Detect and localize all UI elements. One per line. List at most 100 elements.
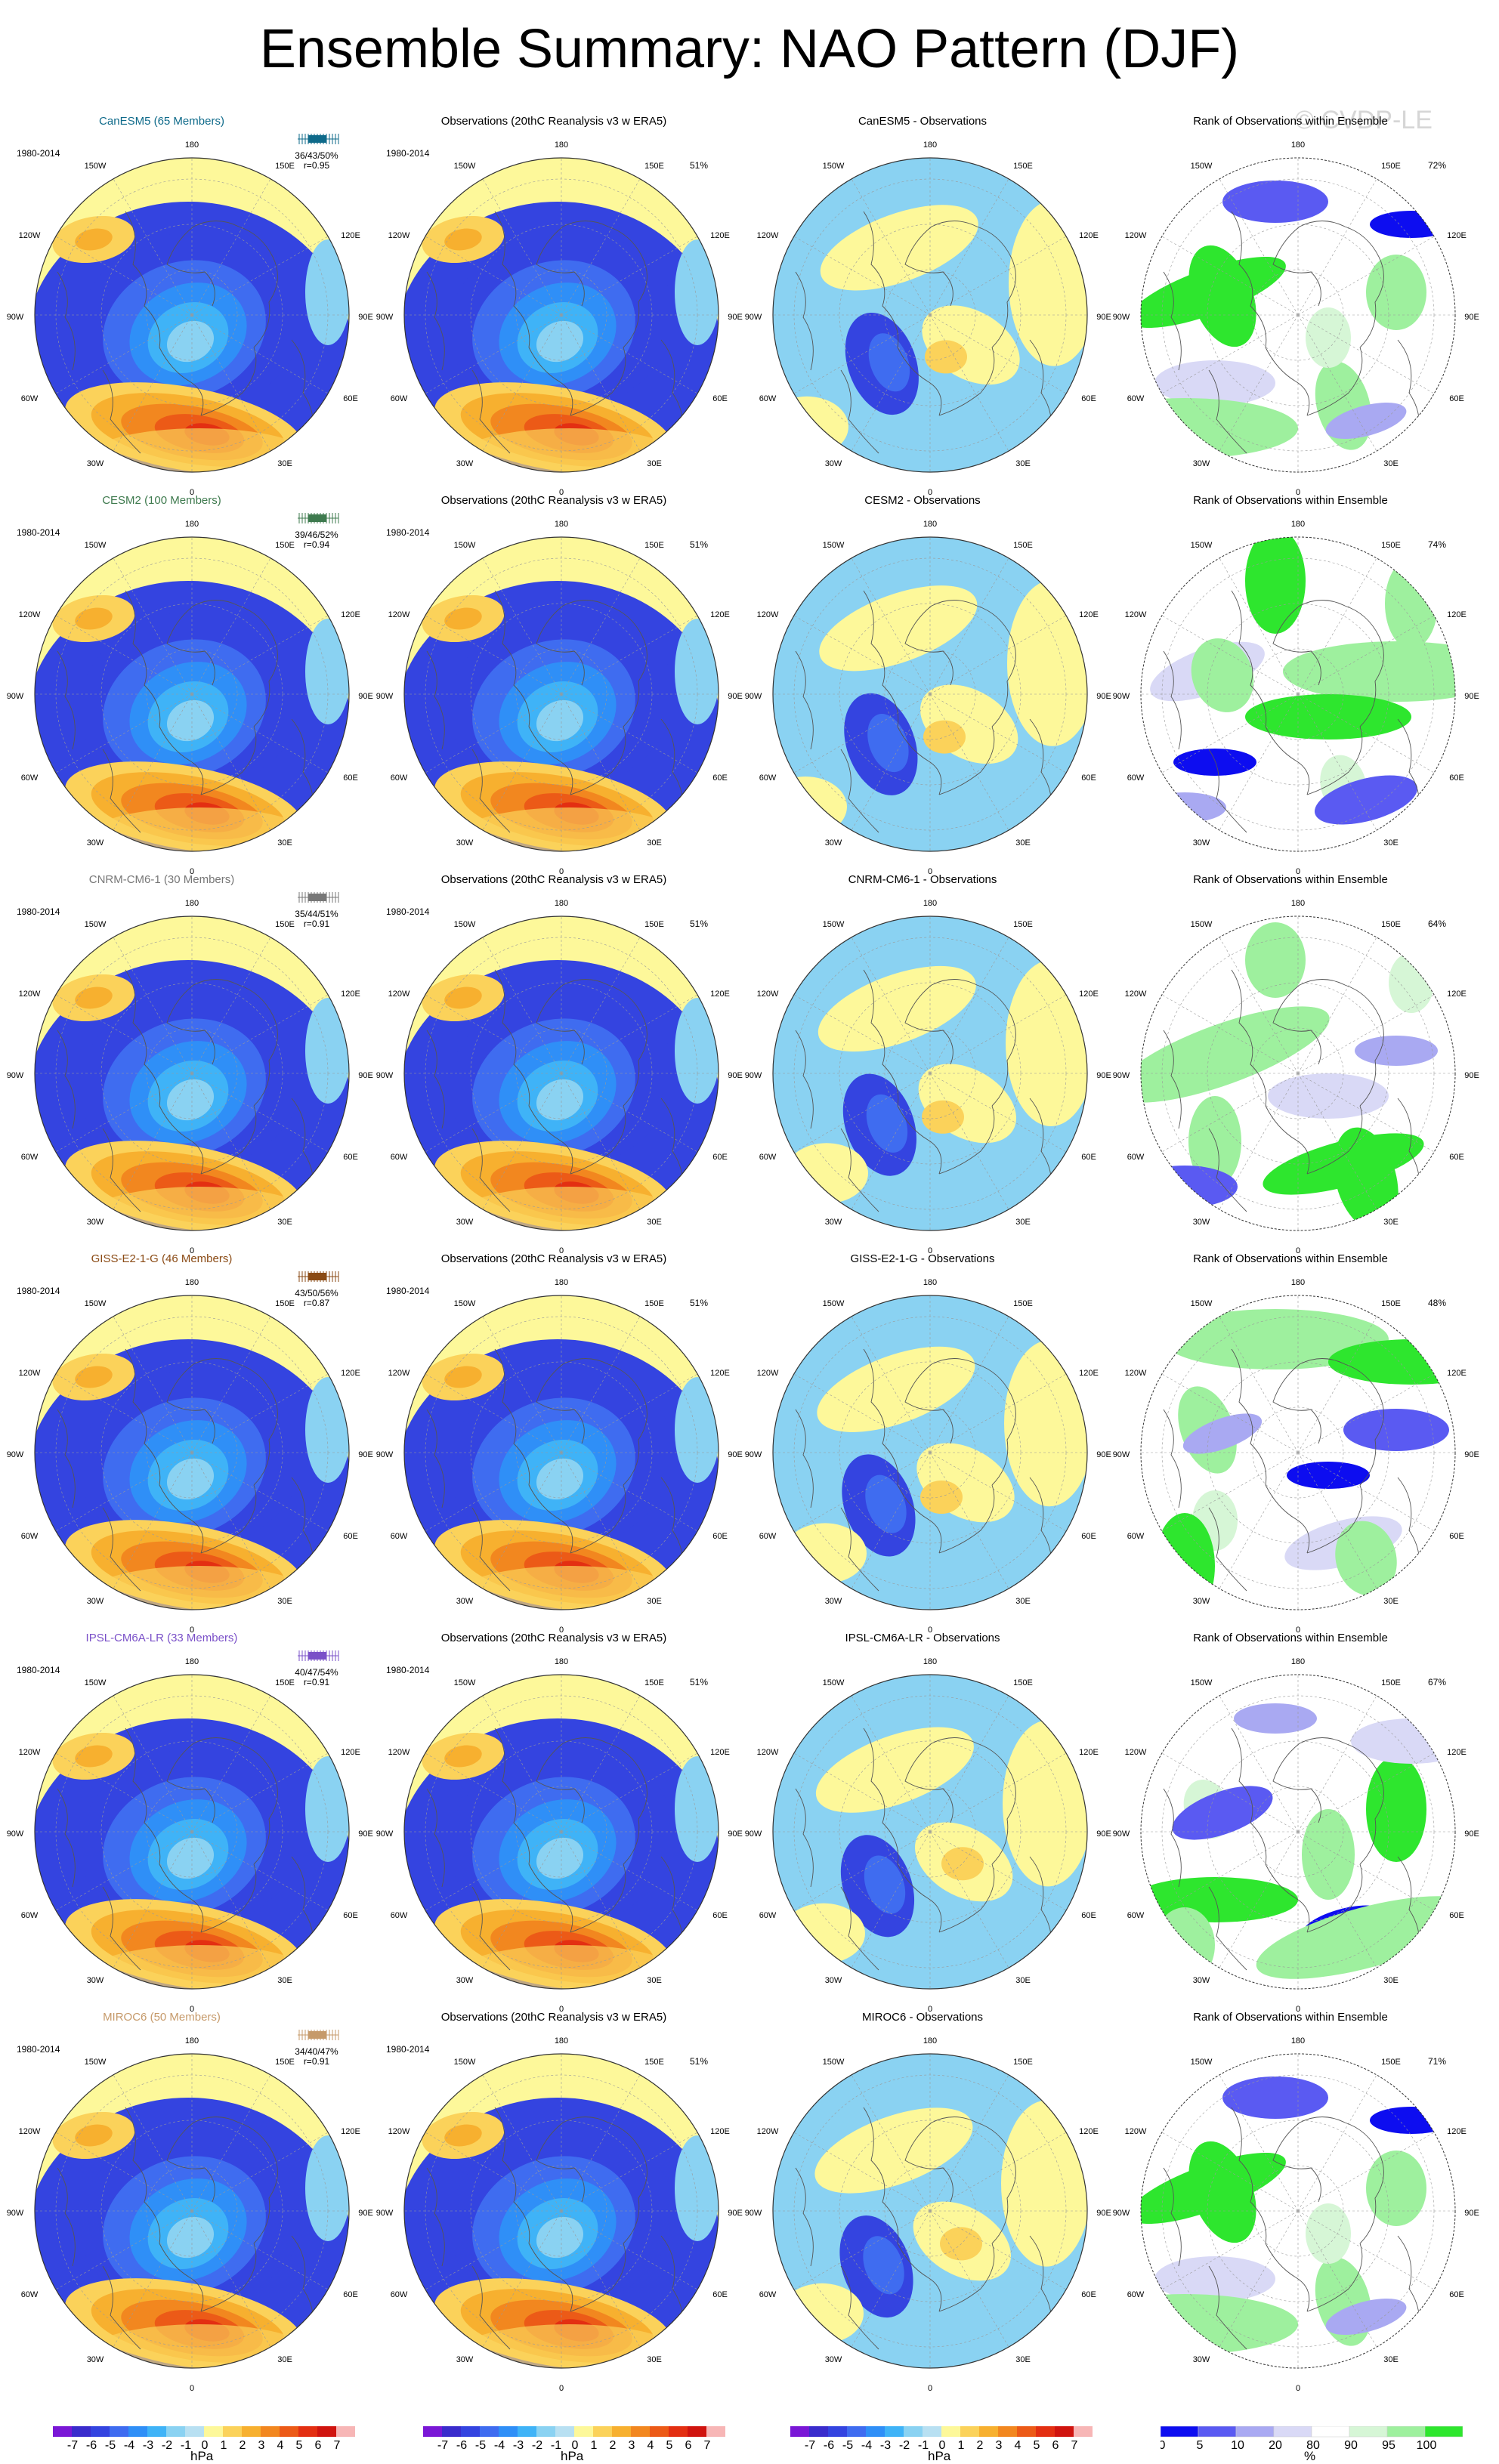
lon-tick-label: 180: [554, 2036, 569, 2046]
colorbar-swatch: [91, 2426, 110, 2437]
colorbar-swatch: [1424, 2426, 1463, 2438]
lon-tick-label: 60E: [712, 394, 728, 403]
lon-tick-label: 30E: [1383, 1218, 1399, 1227]
colorbar-swatch: [53, 2426, 72, 2437]
colorbar-tick: 20: [1269, 2439, 1282, 2452]
lon-tick-label: 90W: [1112, 2209, 1130, 2218]
lon-tick-label: 0: [189, 1626, 195, 1635]
lon-tick-label: 90W: [6, 313, 24, 322]
colorbar-swatch: [518, 2426, 536, 2437]
period-label: 1980-2014: [386, 527, 430, 538]
colorbar-swatch: [1017, 2426, 1036, 2437]
rank-region: [1370, 2107, 1453, 2134]
lon-tick-label: 0: [189, 488, 195, 497]
lon-tick-label: 120W: [18, 1748, 41, 1757]
watermark: © CVDP-LE: [1295, 106, 1433, 134]
lon-tick-label: 120W: [1124, 1369, 1147, 1378]
colorbar-tick: -6: [456, 2439, 467, 2452]
colorbar-swatch: [904, 2426, 923, 2437]
lon-tick-label: 30W: [1192, 1218, 1210, 1227]
lon-tick-label: 180: [554, 520, 569, 529]
lon-tick-label: 120W: [1124, 231, 1147, 240]
lon-tick-label: 60W: [759, 2290, 777, 2299]
rank-title: Rank of Observations within Ensemble: [1193, 1252, 1388, 1265]
rank-title: Rank of Observations within Ensemble: [1193, 115, 1388, 128]
lon-tick-label: 150W: [84, 1678, 107, 1687]
lon-tick-label: 180: [184, 140, 199, 150]
contour-region: [75, 1745, 113, 1768]
lon-tick-label: 150E: [275, 162, 295, 171]
variance-explained: 51%: [690, 539, 709, 550]
lon-tick-label: 90E: [1096, 1829, 1111, 1839]
lon-tick-label: 60W: [390, 1153, 408, 1162]
model-title: CESM2 (100 Members): [102, 494, 221, 507]
colorbar-tick: 1: [591, 2439, 598, 2452]
lon-tick-label: 150E: [275, 541, 295, 550]
lon-tick-label: 0: [558, 867, 564, 876]
contour-region: [868, 333, 910, 392]
pattern-correlation: r=0.91: [303, 2056, 330, 2067]
colorbar-tick: 4: [277, 2439, 284, 2452]
hpa-colorbar: -7 -6 -5 -4 -3 -2 -1 0 1 2 3 4 5 6 7 hPa: [53, 2426, 355, 2463]
lon-tick-label: 60W: [20, 394, 39, 403]
lon-tick-label: 180: [1290, 1657, 1306, 1666]
ensemble-spread-glyph: [298, 1271, 339, 1282]
rank-region: [1141, 1006, 1330, 1103]
rank-region: [1162, 1309, 1389, 1369]
diff-map: [772, 2053, 1088, 2369]
lon-tick-label: 60W: [1127, 1911, 1145, 1920]
ensemble-stats: 43/50/56% r=0.87: [290, 1289, 343, 1308]
observations-title: Observations (20thC Reanalysis v3 w ERA5…: [440, 494, 667, 507]
difference-title: CNRM-CM6-1 - Observations: [848, 873, 997, 886]
lon-tick-label: 60W: [20, 773, 39, 783]
colorbar-swatch: [998, 2426, 1017, 2437]
lon-tick-label: 30W: [86, 1597, 104, 1606]
lon-tick-label: 120E: [1447, 990, 1467, 999]
rank-region: [1335, 1521, 1397, 1596]
ensemble-spread-glyph: [298, 513, 339, 523]
lon-tick-label: 150E: [275, 920, 295, 929]
lon-tick-label: 60E: [1081, 394, 1096, 403]
contour-region: [866, 1094, 908, 1153]
lon-tick-label: 120E: [1079, 610, 1099, 619]
lon-tick-label: 90W: [6, 692, 24, 701]
lon-tick-label: 60W: [1127, 773, 1145, 783]
lon-tick-label: 180: [554, 1657, 569, 1666]
lon-tick-label: 120E: [341, 1369, 360, 1378]
field-map: [34, 916, 350, 1231]
rank-percent: 74%: [1428, 539, 1447, 550]
colorbar-swatch: [574, 2426, 593, 2437]
pattern-correlation: r=0.91: [303, 919, 330, 929]
field-map: [403, 1674, 719, 1990]
lon-tick-label: 60E: [712, 1153, 728, 1162]
lon-tick-label: 30E: [1015, 1597, 1031, 1606]
contour-region: [780, 2283, 864, 2344]
observations-panel: 180 150E 120E 90E 60E 30E 0 30W 60W 90W 120W 150W Ob…: [376, 2011, 743, 2395]
colorbar-tick: -3: [143, 2439, 153, 2452]
model-panel: 180 150E 120E 90E 60E 30E 0 30W 60W 90W 120W 150W IP…: [7, 1632, 373, 2015]
contour-region: [1009, 199, 1087, 366]
lon-tick-label: 30E: [1015, 2355, 1031, 2364]
colorbar-swatch: [866, 2426, 885, 2437]
rank-region: [1366, 255, 1426, 330]
lon-tick-label: 150E: [1381, 162, 1401, 171]
lon-tick-label: 90W: [1112, 1450, 1130, 1459]
rank-region: [1154, 1907, 1215, 1983]
rank-region: [1343, 1409, 1449, 1451]
contour-region: [783, 1523, 867, 1584]
lon-tick-label: 30W: [824, 459, 842, 468]
contour-region: [536, 1837, 584, 1879]
lon-tick-label: 30W: [456, 1976, 474, 1985]
rank-region: [1334, 1127, 1399, 1230]
lon-tick-label: 120E: [341, 990, 360, 999]
lon-tick-label: 60W: [1127, 1532, 1145, 1541]
lon-tick-label: 150E: [1013, 920, 1033, 929]
field-map: [403, 1295, 719, 1610]
rank-title: Rank of Observations within Ensemble: [1193, 2011, 1388, 2024]
period-label: 1980-2014: [17, 2044, 60, 2055]
lon-tick-label: 0: [1295, 1626, 1301, 1635]
lon-tick-label: 120E: [710, 610, 730, 619]
colorbar-tick: 5: [666, 2439, 673, 2452]
period-label: 1980-2014: [17, 906, 60, 917]
lon-tick-label: 30E: [1015, 1218, 1031, 1227]
